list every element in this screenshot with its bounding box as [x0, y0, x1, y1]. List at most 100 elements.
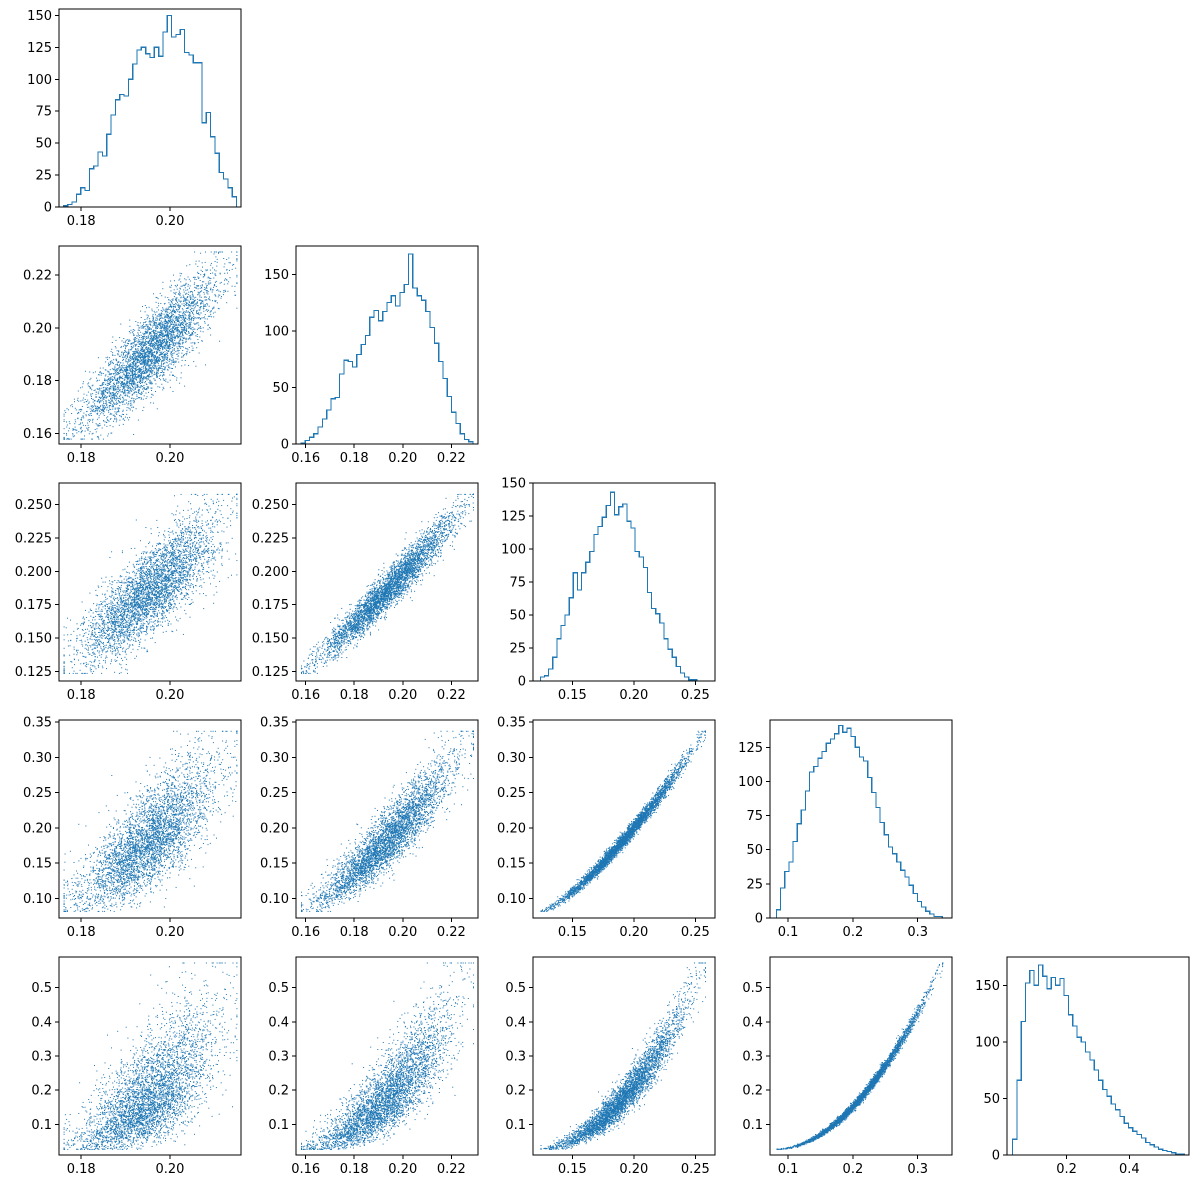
scatter-point — [170, 336, 172, 338]
scatter-point — [165, 582, 167, 584]
scatter-point — [128, 401, 130, 403]
scatter-point — [138, 369, 140, 371]
scatter-point — [127, 395, 129, 397]
scatter-point — [126, 382, 127, 384]
scatter-point — [137, 322, 139, 324]
scatter-point — [122, 387, 124, 389]
scatter-point — [118, 382, 120, 384]
scatter-point — [155, 347, 157, 349]
scatter-point — [190, 309, 192, 311]
scatter-point — [117, 590, 119, 592]
scatter-point — [137, 346, 139, 348]
scatter-point — [132, 333, 134, 335]
scatter-point — [132, 374, 133, 376]
scatter-point — [66, 438, 68, 440]
scatter-point — [154, 355, 156, 357]
scatter-point — [170, 319, 172, 321]
scatter-point — [120, 385, 122, 387]
scatter-point — [156, 338, 158, 340]
scatter-point — [136, 360, 138, 361]
scatter-point — [158, 548, 160, 550]
scatter-point — [167, 328, 169, 330]
scatter-point — [114, 415, 116, 417]
scatter-point — [174, 567, 176, 569]
scatter-point — [160, 343, 162, 345]
scatter-point — [191, 575, 193, 577]
scatter-point — [111, 614, 113, 616]
scatter-point — [184, 278, 186, 280]
scatter-point — [150, 597, 152, 599]
scatter-point — [197, 271, 199, 273]
scatter-point — [179, 275, 181, 277]
scatter-point — [134, 600, 136, 602]
scatter-point — [164, 328, 166, 330]
scatter-point — [97, 374, 99, 376]
scatter-point — [176, 619, 177, 621]
scatter-point — [117, 382, 119, 384]
scatter-point — [180, 347, 182, 349]
scatter-point — [99, 367, 101, 369]
scatter-point — [185, 341, 186, 343]
scatter-point — [192, 292, 193, 294]
scatter-point — [109, 627, 111, 629]
scatter-point — [106, 417, 108, 419]
scatter-point — [146, 328, 148, 330]
scatter-point — [180, 281, 182, 283]
scatter-point — [214, 294, 216, 296]
scatter-point — [159, 600, 161, 601]
scatter-point — [196, 530, 198, 532]
scatter-point — [107, 378, 109, 380]
scatter-point — [90, 377, 92, 379]
scatter-point — [139, 322, 141, 324]
scatter-point — [104, 378, 106, 380]
scatter-point — [172, 345, 174, 347]
scatter-point — [89, 371, 91, 373]
scatter-point — [108, 619, 110, 621]
scatter-point — [200, 539, 202, 541]
scatter-point — [183, 299, 185, 301]
scatter-point — [179, 586, 181, 588]
scatter-point — [159, 353, 161, 355]
scatter-point — [131, 394, 133, 396]
scatter-point — [128, 396, 130, 398]
scatter-point — [196, 336, 198, 337]
scatter-point — [110, 393, 112, 395]
scatter-point — [171, 361, 173, 363]
scatter-point — [159, 367, 161, 369]
scatter-point — [96, 388, 98, 390]
scatter-point — [163, 379, 165, 381]
scatter-point — [128, 407, 130, 409]
scatter-point — [184, 320, 186, 322]
scatter-point — [143, 567, 145, 569]
scatter-point — [213, 306, 215, 308]
scatter-point — [108, 400, 110, 402]
scatter-point — [153, 323, 155, 325]
scatter-point — [153, 368, 155, 370]
scatter-point — [106, 641, 108, 643]
scatter-point — [122, 409, 124, 411]
scatter-point — [141, 356, 143, 357]
scatter-point — [179, 338, 181, 340]
scatter-point — [81, 652, 83, 654]
scatter-point — [132, 345, 134, 347]
scatter-point — [110, 377, 112, 379]
scatter-point — [161, 317, 163, 319]
scatter-point — [110, 609, 112, 611]
scatter-point — [107, 380, 109, 382]
scatter-point — [156, 297, 158, 299]
scatter-point — [181, 285, 183, 287]
scatter-point — [107, 387, 109, 389]
scatter-point — [178, 299, 180, 301]
scatter-point — [145, 634, 147, 636]
scatter-point — [183, 296, 185, 298]
scatter-point — [194, 342, 196, 344]
scatter-point — [99, 371, 101, 373]
scatter-point — [82, 416, 84, 418]
scatter-point — [166, 342, 168, 344]
scatter-point — [165, 344, 167, 346]
scatter-point — [144, 326, 146, 328]
scatter-point — [172, 608, 174, 610]
scatter-point — [163, 374, 165, 376]
scatter-point — [101, 585, 103, 587]
scatter-point — [155, 360, 157, 362]
